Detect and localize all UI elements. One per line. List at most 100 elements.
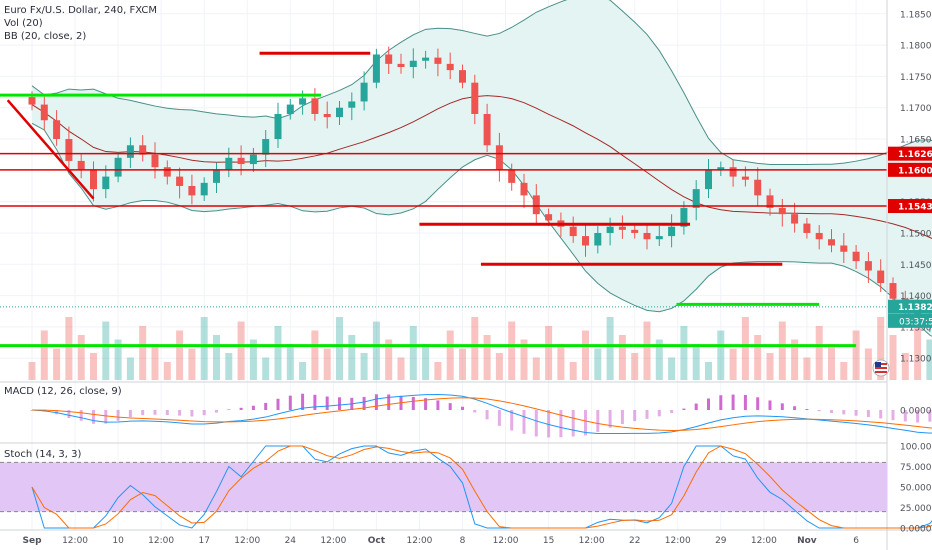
price-label-tag[interactable] bbox=[888, 199, 932, 214]
candle[interactable] bbox=[65, 126, 73, 173]
candle[interactable] bbox=[360, 71, 368, 111]
volume-bar bbox=[311, 330, 319, 380]
candle[interactable] bbox=[668, 214, 676, 248]
candle[interactable] bbox=[274, 102, 282, 149]
candle[interactable] bbox=[594, 226, 602, 254]
price-axis[interactable]: 1.185001.180001.175001.170001.165001.155… bbox=[888, 10, 932, 365]
price-tick-label: 1.13500 bbox=[900, 323, 932, 333]
volume-bar bbox=[200, 317, 208, 380]
candle[interactable] bbox=[766, 188, 774, 216]
candle[interactable] bbox=[520, 173, 528, 208]
candle[interactable] bbox=[582, 223, 589, 257]
candle[interactable] bbox=[717, 161, 725, 176]
trend-line[interactable] bbox=[6, 99, 95, 200]
candle[interactable] bbox=[532, 184, 540, 224]
candle[interactable] bbox=[852, 244, 860, 270]
candle[interactable] bbox=[372, 48, 380, 89]
candle[interactable] bbox=[385, 46, 393, 75]
volume-bar bbox=[717, 330, 725, 380]
candle[interactable] bbox=[705, 159, 712, 199]
candle-body bbox=[163, 167, 171, 177]
volume-bar bbox=[225, 353, 233, 380]
candle[interactable] bbox=[434, 48, 442, 77]
candle[interactable] bbox=[471, 74, 479, 125]
us-flag-icon[interactable] bbox=[872, 359, 890, 377]
candle[interactable] bbox=[778, 198, 786, 227]
bb-legend[interactable]: BB (20, close, 2) bbox=[4, 31, 86, 42]
candle[interactable] bbox=[102, 165, 110, 199]
price-label-tag[interactable] bbox=[888, 146, 932, 161]
candle[interactable] bbox=[249, 147, 257, 172]
candle[interactable] bbox=[286, 98, 294, 120]
stoch-tick-label: 75.0000 bbox=[900, 463, 932, 473]
candle[interactable] bbox=[828, 229, 835, 253]
candle[interactable] bbox=[225, 147, 233, 178]
macd-histogram-bar bbox=[670, 410, 674, 414]
candle[interactable] bbox=[126, 137, 134, 168]
candle[interactable] bbox=[459, 64, 466, 89]
time-axis[interactable]: Sep 12:00 10 12:00 17 12:00 24 12:00 Oct 12:00 8 12… bbox=[22, 536, 859, 546]
candle[interactable] bbox=[877, 259, 885, 293]
candle[interactable] bbox=[409, 48, 417, 79]
candle[interactable] bbox=[495, 132, 503, 182]
candle-body bbox=[40, 104, 48, 121]
volume-legend[interactable]: Vol (20) bbox=[4, 18, 43, 29]
candle[interactable] bbox=[114, 152, 122, 183]
candle[interactable] bbox=[803, 217, 811, 239]
stoch-legend[interactable]: Stoch (14, 3, 3) bbox=[4, 449, 81, 460]
candle[interactable] bbox=[200, 177, 208, 202]
candle[interactable] bbox=[840, 233, 848, 264]
candle[interactable] bbox=[139, 135, 147, 162]
candle[interactable] bbox=[323, 101, 331, 129]
volume-bar bbox=[77, 335, 85, 380]
candle[interactable] bbox=[446, 52, 454, 80]
candle[interactable] bbox=[754, 167, 762, 207]
candle[interactable] bbox=[151, 142, 159, 179]
macd-legend[interactable]: MACD (12, 26, close, 9) bbox=[4, 386, 122, 397]
candle[interactable] bbox=[262, 130, 270, 168]
candle[interactable] bbox=[618, 215, 626, 239]
volume-bar bbox=[668, 357, 676, 380]
candle[interactable] bbox=[311, 88, 319, 121]
candle[interactable] bbox=[348, 92, 356, 121]
candle[interactable] bbox=[483, 103, 491, 153]
candle[interactable] bbox=[188, 174, 196, 205]
candle[interactable] bbox=[643, 225, 651, 250]
symbol-title[interactable]: Euro Fx/U.S. Dollar, 240, FXCM bbox=[4, 5, 157, 16]
macd-histogram-bar bbox=[854, 410, 858, 416]
candle[interactable] bbox=[40, 96, 48, 131]
candle[interactable] bbox=[163, 160, 171, 185]
macd-histogram-bar bbox=[67, 410, 71, 418]
drawn-levels[interactable] bbox=[0, 51, 887, 348]
candle[interactable] bbox=[815, 225, 823, 250]
candle[interactable] bbox=[90, 161, 97, 202]
macd-histogram-bar bbox=[190, 410, 194, 417]
candle[interactable] bbox=[655, 225, 663, 246]
candle[interactable] bbox=[77, 154, 85, 179]
macd-pane: 0.0000 bbox=[30, 393, 932, 438]
macd-histogram-bar bbox=[596, 410, 600, 432]
candle[interactable] bbox=[176, 167, 184, 199]
candle[interactable] bbox=[397, 53, 405, 74]
price-label-tag[interactable] bbox=[888, 299, 932, 314]
candle[interactable] bbox=[631, 224, 639, 239]
volume-bar bbox=[852, 330, 860, 380]
candle[interactable] bbox=[606, 217, 614, 246]
candle[interactable] bbox=[569, 216, 577, 243]
price-label-tag[interactable] bbox=[888, 162, 932, 177]
candle[interactable] bbox=[213, 162, 220, 194]
macd-histogram-bar bbox=[215, 410, 218, 413]
candle[interactable] bbox=[791, 202, 799, 233]
candle-body bbox=[139, 145, 147, 155]
volume-bar bbox=[274, 326, 282, 380]
candle[interactable] bbox=[729, 159, 737, 187]
candle[interactable] bbox=[864, 252, 872, 283]
candle-body bbox=[668, 226, 676, 237]
candle[interactable] bbox=[53, 110, 61, 146]
candle[interactable] bbox=[336, 100, 343, 125]
candlesticks[interactable] bbox=[28, 46, 932, 357]
candle[interactable] bbox=[422, 50, 430, 69]
candle[interactable] bbox=[508, 163, 516, 191]
candle[interactable] bbox=[692, 180, 700, 221]
